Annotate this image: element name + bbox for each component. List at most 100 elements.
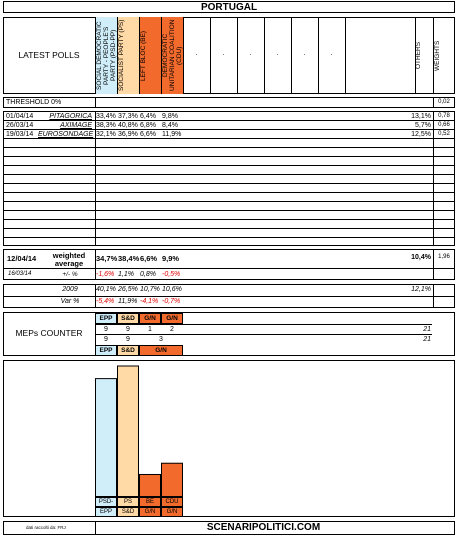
poll-value: 36,9% (118, 131, 138, 138)
mep-group-count: 9 (104, 336, 108, 343)
empty-party-column: . (276, 50, 279, 57)
party-header-bg (95, 17, 117, 94)
weighted-average-block (3, 249, 455, 280)
weighted-date: 12/04/14 (7, 254, 37, 263)
weighted-label-2: average (54, 259, 84, 268)
latest-polls-label: LATEST POLLS (18, 50, 80, 60)
delta-value: 1,1% (118, 271, 134, 278)
mep-seat-count: 2 (170, 326, 174, 333)
weighted-others: 10,4% (411, 254, 431, 261)
poll-others: 5,7% (415, 122, 431, 129)
bar-group-label: G/N (139, 507, 161, 517)
column-divider (237, 17, 238, 94)
election-year: 2009 (62, 286, 78, 293)
row-divider (3, 138, 455, 139)
poll-value: 37,3% (118, 113, 138, 120)
weighted-value: 34,7% (96, 254, 118, 263)
group-tag-top: G/N (139, 313, 161, 324)
party-header-2: LEFT BLOC (BE) (140, 30, 147, 81)
column-divider (318, 17, 319, 94)
row-divider (3, 129, 455, 130)
poll-date: 26/03/14 (6, 122, 34, 129)
party-header-bg (117, 17, 139, 94)
footer (3, 521, 455, 535)
row-divider (3, 165, 455, 166)
poll-institute-link[interactable]: EUROSONDAGE (38, 131, 94, 138)
delta-label: +/- % (62, 271, 78, 278)
poll-value: 8,4% (162, 122, 178, 129)
poll-value: 6,8% (140, 122, 156, 129)
bar-party-label: PS (117, 497, 139, 507)
row-divider (3, 210, 455, 211)
column-divider (264, 17, 265, 94)
party-header-1: SOCIALIST PARTY (PS) (118, 19, 125, 92)
row-divider (3, 219, 455, 220)
poll-value: 33,4% (96, 113, 116, 120)
var-label: Var % (60, 298, 80, 305)
meps-counter-block (3, 312, 455, 356)
weights-header: WEIGHTS (434, 40, 441, 71)
threshold-label: THRESHOLD 0% (6, 99, 62, 106)
poll-weight: 0,52 (438, 131, 450, 137)
column-divider (345, 17, 346, 94)
row-divider (3, 237, 455, 238)
election-value: 26,5% (118, 286, 138, 293)
mep-group-count: 9 (126, 336, 130, 343)
weighted-label-1: weighted (52, 251, 86, 260)
bar-cdu (161, 462, 183, 497)
site-link[interactable]: SCENARIPOLITICI.COM (206, 522, 321, 533)
polls-grid (3, 111, 455, 246)
column-divider (415, 17, 416, 94)
meps-total-1: 21 (423, 326, 431, 333)
bar-group-label: EPP (95, 507, 117, 517)
row-divider (3, 228, 455, 229)
row-divider (3, 183, 455, 184)
column-divider (291, 17, 292, 94)
row-divider (3, 201, 455, 202)
group-tag-bottom: S&D (117, 345, 139, 356)
empty-party-column: . (303, 50, 306, 57)
bar-be (139, 473, 161, 497)
mep-seat-count: 1 (148, 326, 152, 333)
var-value: -0,7% (162, 298, 181, 305)
bar-ps (117, 365, 139, 497)
poll-value: 11,9% (162, 131, 182, 138)
poll-value: 6,6% (140, 131, 156, 138)
poll-value: 32,1% (96, 131, 116, 138)
row-divider (3, 156, 455, 157)
party-header-bg (139, 17, 161, 94)
delta-value: 0,8% (140, 271, 156, 278)
bar-party-label: BE (139, 497, 161, 507)
poll-weight: 0,66 (438, 122, 450, 128)
empty-party-column: . (249, 50, 252, 57)
group-tag-bottom: G/N (139, 345, 183, 356)
group-tag-top: G/N (161, 313, 183, 324)
column-divider (210, 17, 211, 94)
column-divider (183, 17, 184, 94)
weighted-weight: 1,96 (438, 254, 450, 260)
poll-institute-link[interactable]: PITAGORICA (49, 113, 92, 120)
poll-institute-link[interactable]: AXIMAGE (60, 122, 92, 129)
vote-share-chart (95, 365, 183, 497)
bar-group-label: S&D (117, 507, 139, 517)
previous-date: 16/03/14 (8, 271, 32, 277)
delta-value: -1,6% (96, 271, 115, 278)
bar-party-label: CDU (161, 497, 183, 507)
party-header-3: DEMOCRATIC UNITARIAN COALITION (CDU) (162, 19, 183, 92)
poll-others: 13,1% (411, 113, 431, 120)
empty-party-column: . (330, 50, 333, 57)
var-value: -4,1% (140, 298, 159, 305)
row-divider (3, 147, 455, 148)
group-tag-top: EPP (95, 313, 117, 324)
poll-value: 6,4% (140, 113, 156, 120)
mep-seat-count: 9 (126, 326, 130, 333)
row-divider (3, 192, 455, 193)
var-value: -5,4% (96, 298, 115, 305)
poll-value: 9,8% (162, 113, 178, 120)
page-title: PORTUGAL (3, 1, 455, 13)
threshold-weight: 0,02 (438, 99, 450, 105)
empty-party-column: . (195, 50, 198, 57)
seat-chart-block (3, 360, 455, 517)
empty-party-column: . (222, 50, 225, 57)
others-header: OTHERS (415, 41, 422, 70)
